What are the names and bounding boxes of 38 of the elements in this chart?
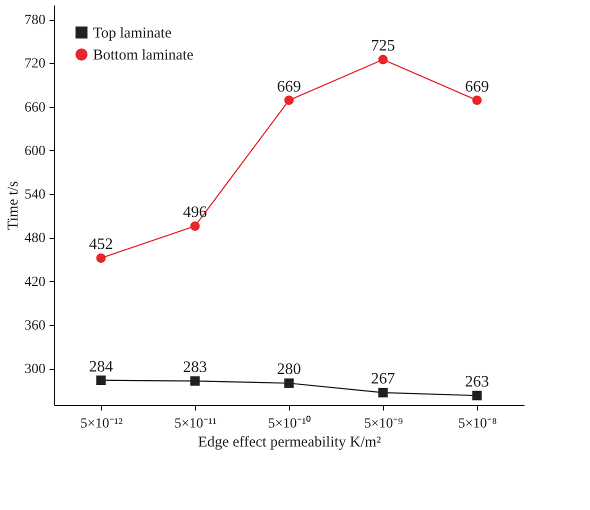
data-label: 284 xyxy=(89,358,113,376)
x-tick-label: 5×10⁻⁸ xyxy=(458,416,498,432)
y-tick-label: 480 xyxy=(24,231,46,246)
y-tick-label: 660 xyxy=(24,100,46,116)
point xyxy=(190,376,200,386)
point xyxy=(190,221,200,231)
y-tick-label: 780 xyxy=(24,13,46,28)
point xyxy=(378,388,388,398)
point xyxy=(284,96,294,106)
data-label: 669 xyxy=(465,78,489,96)
y-tick-label: 420 xyxy=(24,274,46,290)
data-label: 267 xyxy=(371,370,395,388)
data-label: 280 xyxy=(277,361,301,378)
point xyxy=(472,390,482,400)
x-axis-title: Edge effect permeability K/m² xyxy=(198,434,382,450)
data-label: 496 xyxy=(183,204,207,222)
point xyxy=(96,376,106,386)
data-label: 452 xyxy=(89,236,113,254)
y-tick-label: 720 xyxy=(24,56,46,72)
y-tick-label: 540 xyxy=(24,188,46,203)
legend-label: Bottom laminate xyxy=(93,48,194,64)
y-tick-label: 600 xyxy=(24,144,46,159)
y-tick-label: 300 xyxy=(24,362,46,378)
y-axis-title: Time t/s xyxy=(6,180,22,230)
point xyxy=(96,253,106,263)
x-tick-label: 5×10⁻¹¹ xyxy=(174,416,217,432)
data-label: 263 xyxy=(465,374,489,391)
x-tick-label: 5×10⁻¹⁰ xyxy=(268,416,312,432)
y-tick-label: 360 xyxy=(24,318,46,334)
data-label: 725 xyxy=(371,38,395,55)
point xyxy=(284,378,294,388)
point xyxy=(378,54,388,64)
data-label: 669 xyxy=(277,78,301,96)
legend-label: Top laminate xyxy=(93,26,172,42)
x-tick-label: 5×10⁻⁹ xyxy=(364,416,404,432)
point xyxy=(472,96,482,106)
data-label: 283 xyxy=(183,359,207,376)
x-tick-label: 5×10⁻¹² xyxy=(80,416,123,432)
